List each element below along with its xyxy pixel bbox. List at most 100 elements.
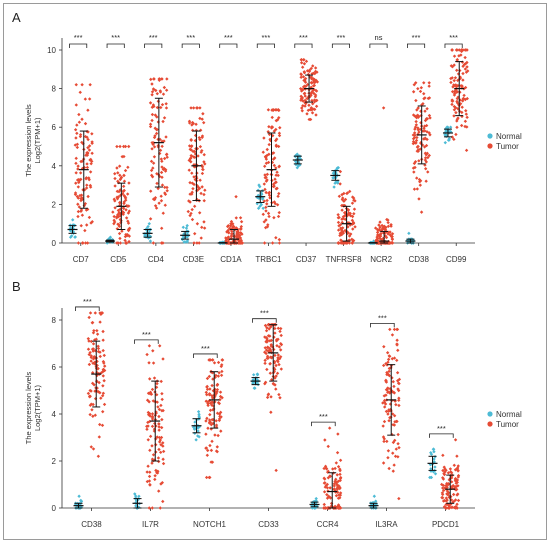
data-point-normal	[335, 166, 339, 171]
data-point-tumor	[125, 233, 130, 237]
data-point-tumor	[273, 177, 277, 181]
data-point-tumor	[87, 177, 91, 182]
y-axis-title-line1: The expression levels	[24, 371, 33, 444]
data-point-tumor	[195, 222, 200, 226]
significance-bracket	[294, 43, 313, 48]
data-point-tumor	[270, 115, 274, 120]
data-point-normal	[448, 125, 453, 129]
data-point-tumor	[148, 434, 153, 439]
data-point-tumor	[235, 230, 239, 234]
legend-label-tumor: Tumor	[496, 420, 519, 429]
data-point-tumor	[155, 91, 160, 96]
data-point-tumor	[112, 220, 117, 224]
data-point-tumor	[123, 238, 127, 243]
data-point-tumor	[278, 396, 282, 400]
data-point-tumor	[103, 364, 107, 368]
data-point-tumor	[277, 191, 281, 196]
data-point-tumor	[161, 499, 165, 504]
data-point-tumor	[85, 241, 90, 245]
data-point-tumor	[270, 241, 275, 245]
data-point-tumor	[79, 224, 83, 228]
data-point-tumor	[214, 419, 218, 423]
data-point-tumor	[160, 183, 165, 187]
data-point-tumor	[455, 125, 459, 130]
data-point-tumor	[150, 424, 155, 429]
data-point-tumor	[148, 412, 152, 416]
data-point-tumor	[158, 89, 162, 93]
data-point-tumor	[193, 231, 197, 236]
data-point-tumor	[207, 392, 212, 396]
data-point-tumor	[456, 498, 461, 503]
data-point-tumor	[75, 145, 80, 150]
data-point-tumor	[338, 182, 342, 186]
data-point-tumor	[102, 353, 106, 358]
data-point-tumor	[75, 131, 79, 136]
data-point-tumor	[382, 405, 387, 409]
data-point-tumor	[121, 206, 126, 211]
significance-bracket	[444, 43, 463, 48]
data-point-tumor	[234, 216, 238, 220]
data-point-tumor	[351, 227, 355, 231]
data-point-tumor	[154, 450, 158, 454]
significance-bracket	[106, 43, 125, 48]
data-point-tumor	[161, 357, 165, 361]
data-point-tumor	[204, 390, 208, 395]
data-point-tumor	[262, 220, 266, 224]
data-point-tumor	[331, 467, 335, 471]
data-point-tumor	[202, 199, 206, 203]
significance-label: ***	[224, 33, 233, 42]
data-point-normal	[184, 226, 189, 230]
data-point-tumor	[239, 227, 243, 231]
data-point-tumor	[452, 108, 457, 112]
x-tick-label: CD4	[148, 255, 165, 264]
x-tick-label: CD5	[110, 255, 127, 264]
x-tick-label: TRBC1	[255, 255, 282, 264]
x-tick-label: CD7	[73, 255, 90, 264]
y-tick-label: 2	[52, 457, 57, 466]
data-point-tumor	[197, 241, 201, 245]
data-point-tumor	[79, 209, 83, 213]
data-point-tumor	[459, 123, 464, 128]
data-point-tumor	[156, 99, 161, 103]
data-point-tumor	[414, 98, 418, 103]
data-point-tumor	[159, 170, 164, 175]
x-tick-label: CD37	[296, 255, 317, 264]
data-point-tumor	[150, 140, 154, 145]
data-point-tumor	[74, 181, 78, 185]
data-point-tumor	[274, 127, 278, 132]
data-point-tumor	[189, 106, 193, 110]
data-point-tumor	[381, 424, 385, 428]
data-point-tumor	[424, 123, 429, 128]
data-point-tumor	[148, 377, 152, 381]
y-tick-label: 10	[47, 46, 56, 55]
data-point-tumor	[426, 170, 430, 174]
data-point-tumor	[112, 214, 116, 219]
data-point-tumor	[206, 448, 210, 453]
data-point-tumor	[100, 423, 105, 428]
data-point-tumor	[186, 209, 190, 214]
data-point-tumor	[206, 426, 210, 430]
data-point-tumor	[98, 422, 102, 427]
data-point-tumor	[149, 77, 153, 82]
data-point-tumor	[452, 104, 457, 109]
data-point-tumor	[191, 186, 195, 191]
data-point-tumor	[455, 48, 459, 52]
data-point-tumor	[159, 403, 163, 408]
data-point-tumor	[341, 240, 345, 245]
significance-bracket	[256, 43, 275, 48]
data-point-tumor	[86, 108, 90, 112]
data-point-tumor	[455, 96, 460, 101]
data-point-tumor	[312, 80, 317, 84]
data-point-tumor	[448, 467, 453, 471]
data-point-tumor	[79, 196, 83, 201]
data-point-tumor	[157, 440, 162, 444]
data-point-tumor	[459, 49, 464, 54]
data-point-normal	[252, 373, 256, 377]
data-point-tumor	[212, 361, 217, 365]
data-point-tumor	[386, 224, 391, 228]
data-point-tumor	[215, 411, 220, 415]
data-point-tumor	[425, 117, 430, 121]
data-point-tumor	[202, 192, 206, 197]
legend-label-normal: Normal	[496, 132, 522, 141]
data-point-tumor	[205, 416, 209, 421]
